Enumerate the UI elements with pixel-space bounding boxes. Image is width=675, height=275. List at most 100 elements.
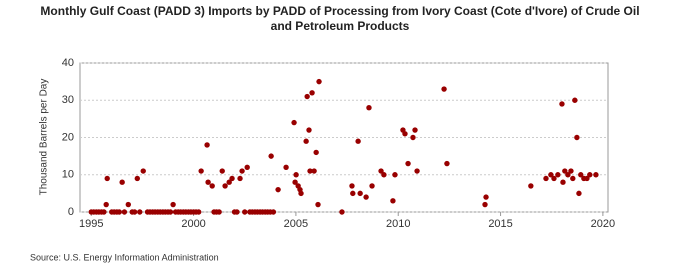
data-point <box>242 209 248 215</box>
data-point <box>444 160 450 167</box>
data-point <box>134 175 141 182</box>
x-tick-label: 2015 <box>488 218 512 230</box>
y-tick-label: 30 <box>62 94 74 106</box>
data-point <box>363 194 369 200</box>
data-point <box>562 168 568 174</box>
x-tick-label: 1995 <box>79 218 103 230</box>
y-tick-label: 0 <box>68 206 74 218</box>
data-point <box>339 209 345 215</box>
data-point <box>587 172 593 178</box>
data-point <box>140 168 146 174</box>
data-point <box>355 138 361 144</box>
y-tick-label: 10 <box>62 169 74 181</box>
data-point <box>483 194 489 200</box>
y-tick-label: 40 <box>62 57 74 69</box>
data-point <box>570 175 576 182</box>
data-point <box>402 131 408 137</box>
y-tick-label: 20 <box>62 131 74 143</box>
source-note: Source: U.S. Energy Information Administ… <box>30 252 219 262</box>
data-point <box>350 190 356 197</box>
data-point <box>275 186 281 193</box>
x-tick-label: 2010 <box>386 218 410 230</box>
data-point <box>222 183 228 189</box>
data-point <box>482 201 488 208</box>
data-point <box>237 175 243 182</box>
data-point <box>578 172 584 178</box>
data-point <box>103 201 109 208</box>
data-point <box>205 179 211 185</box>
data-point <box>125 201 131 208</box>
data-point <box>292 179 298 185</box>
data-point <box>270 209 277 215</box>
data-point <box>560 179 566 185</box>
data-point <box>234 209 240 215</box>
data-point <box>410 134 416 141</box>
data-point <box>219 168 225 174</box>
y-axis-label: Thousand Barrels per Day <box>39 79 50 196</box>
data-point <box>216 209 222 215</box>
x-tick-label: 2005 <box>284 218 308 230</box>
x-tick-label: 2000 <box>181 218 205 230</box>
data-point <box>574 134 580 141</box>
data-point <box>307 168 313 174</box>
data-point <box>121 209 128 215</box>
data-point <box>137 209 143 215</box>
data-point <box>167 209 174 215</box>
data-point <box>311 168 317 174</box>
data-point <box>304 93 310 100</box>
data-point <box>306 127 312 133</box>
data-point <box>104 175 110 182</box>
data-point <box>229 175 235 182</box>
data-point <box>405 160 411 167</box>
data-point <box>315 201 321 208</box>
data-point <box>101 209 107 215</box>
data-point <box>293 172 299 178</box>
data-point <box>528 183 534 189</box>
data-point <box>195 209 202 215</box>
data-point <box>291 119 297 126</box>
data-point <box>572 97 578 103</box>
data-point <box>568 168 574 174</box>
data-point <box>366 105 372 111</box>
data-point <box>369 183 375 189</box>
data-point <box>441 86 447 92</box>
data-point <box>378 168 384 174</box>
data-point <box>357 190 363 197</box>
data-point <box>548 172 554 178</box>
data-point <box>551 175 557 182</box>
data-point <box>209 183 215 189</box>
data-point <box>543 175 549 182</box>
data-point <box>414 168 420 174</box>
data-point <box>576 190 582 197</box>
data-point <box>204 142 210 148</box>
data-point <box>392 172 398 178</box>
data-point <box>131 209 138 215</box>
data-point <box>297 186 303 193</box>
data-point <box>390 198 396 204</box>
x-tick-label: 2020 <box>591 218 615 230</box>
chart-title: Monthly Gulf Coast (PADD 3) Imports by P… <box>40 4 640 33</box>
data-point <box>349 183 355 189</box>
data-point <box>565 172 571 178</box>
data-point <box>244 164 250 170</box>
data-point <box>198 168 204 174</box>
data-point <box>412 127 418 133</box>
data-point <box>309 90 315 96</box>
data-point <box>303 138 309 144</box>
data-point <box>170 201 176 208</box>
data-point <box>559 101 565 107</box>
data-point <box>313 149 319 156</box>
data-point <box>555 172 561 178</box>
data-point <box>226 179 232 185</box>
data-point <box>283 164 289 170</box>
data-point <box>239 168 245 174</box>
data-point <box>584 175 590 182</box>
data-point <box>316 78 322 85</box>
data-point <box>268 153 274 159</box>
data-point <box>593 172 599 178</box>
data-point <box>116 209 122 215</box>
data-point <box>119 179 125 185</box>
data-point <box>381 172 387 178</box>
